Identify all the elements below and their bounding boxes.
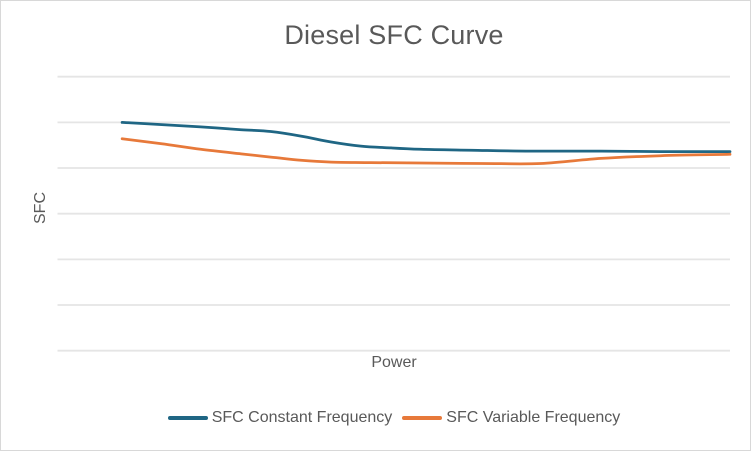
legend-swatch-constant-frequency-icon — [167, 416, 208, 420]
legend-item-variable-frequency: SFC Variable Frequency — [402, 409, 620, 427]
legend-label-constant-frequency: SFC Constant Frequency — [211, 409, 393, 426]
legend-swatch-variable-frequency-icon — [402, 416, 443, 420]
series-line-constant-frequency — [120, 121, 732, 154]
y-axis-title: SFC — [32, 192, 49, 224]
x-axis-title: Power — [371, 354, 417, 371]
legend-label-variable-frequency: SFC Variable Frequency — [446, 409, 621, 426]
legend: SFC Constant Frequency SFC Variable Freq… — [58, 409, 730, 427]
chart-title: Diesel SFC Curve — [284, 20, 504, 50]
legend-item-constant-frequency: SFC Constant Frequency — [167, 409, 393, 427]
series-line-variable-frequency — [120, 137, 732, 166]
